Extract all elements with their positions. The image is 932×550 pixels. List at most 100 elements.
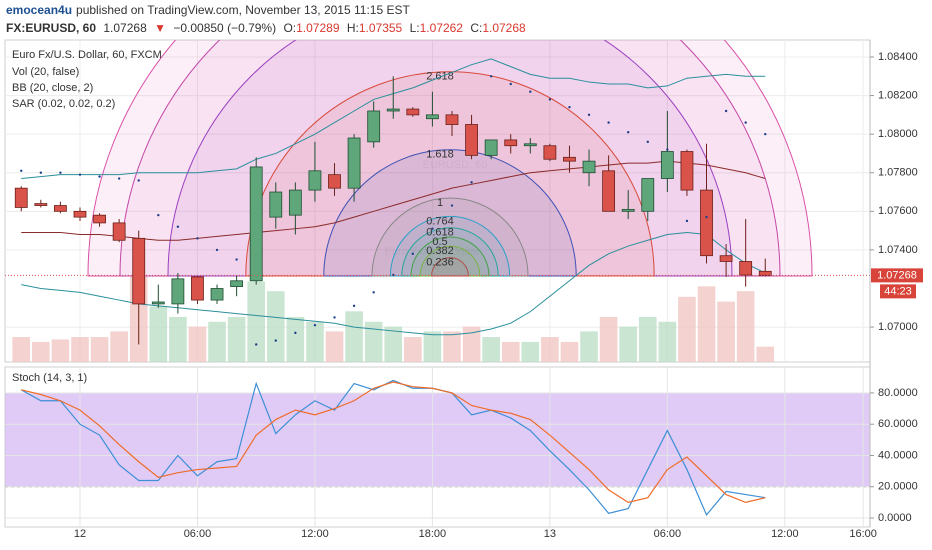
candle-body [719, 255, 733, 262]
volume-bar [90, 337, 109, 362]
watermark-subtitle: Euro Fx/U.S. Dollar [385, 246, 480, 258]
candle-body [347, 137, 361, 189]
volume-bar [325, 331, 344, 362]
volume-bar [208, 321, 226, 362]
volume-bar [404, 337, 422, 362]
candle-body [54, 205, 67, 212]
price-title: Euro Fx/U.S. Dollar, 60, FXCM [12, 49, 162, 61]
candle-body [582, 160, 596, 174]
x-tick-label: 18:00 [419, 528, 447, 540]
sar-dot [117, 177, 121, 180]
indicator-label: SAR (0.02, 0.02, 0.2) [12, 98, 115, 110]
candle-body [465, 124, 478, 156]
candle-body [112, 222, 126, 241]
fib-arc [419, 245, 481, 277]
sar-dot [137, 179, 140, 182]
candle-body [249, 166, 263, 282]
bb-middle [21, 160, 766, 241]
candle-body [739, 261, 753, 276]
volume-bar [345, 311, 363, 362]
y-tick-label: 1.07800 [878, 167, 918, 179]
volume-bar [756, 346, 775, 362]
sar-dot [333, 316, 336, 319]
sar-dot [313, 323, 317, 327]
sar-dot [20, 169, 23, 173]
volume-bar [71, 337, 89, 362]
symbol: FX:EURUSD, 60 [6, 21, 97, 35]
candle-body [602, 170, 616, 212]
y-tick-label: 1.07000 [878, 321, 918, 333]
candle-body [563, 156, 576, 162]
candle-body [230, 280, 244, 287]
volume-bar [247, 281, 266, 362]
sar-dot [78, 173, 82, 176]
candle-body [269, 191, 283, 218]
volume-bar [188, 326, 207, 362]
sar-dot [626, 131, 630, 134]
arrow: ▼ [154, 21, 166, 35]
stoch-plot [5, 367, 870, 527]
candle-body [151, 301, 165, 305]
ohlc-label: C: [470, 21, 483, 35]
sar-dot [764, 132, 767, 136]
stoch-band [5, 392, 870, 487]
sar-dot [176, 225, 180, 228]
x-tick-label: 06:00 [184, 528, 212, 540]
candle-body [426, 114, 439, 120]
bb-lower [21, 232, 766, 336]
fib-arc-outer [167, 40, 733, 277]
y-tick-label: 1.07600 [878, 205, 918, 217]
volume-bar [580, 331, 598, 362]
sar-dot [254, 343, 258, 346]
candle-body [523, 143, 537, 147]
publish-line: emocean4u published on TradingView.com, N… [6, 3, 414, 17]
x-tick-label: 12:00 [301, 528, 329, 540]
candle-body [191, 276, 204, 301]
fib-arc [401, 227, 499, 277]
sar-dot [59, 171, 62, 174]
sar-dot [548, 98, 552, 101]
volume-bar [501, 341, 520, 362]
sar-dot [489, 75, 493, 78]
sar-dot [705, 215, 708, 219]
y-tick-label: 40.0000 [878, 449, 918, 461]
y-tick-label: 20.0000 [878, 481, 918, 493]
author[interactable]: emocean4u [6, 3, 73, 17]
indicator-label: BB (20, close, 2) [12, 82, 93, 94]
candle-body [34, 203, 48, 206]
candle-body [641, 178, 655, 212]
y-tick-label: 80.0000 [878, 387, 918, 399]
candle-body [543, 145, 557, 160]
volume-bar [364, 321, 383, 362]
y-tick-label: 1.08200 [878, 89, 918, 101]
sar-dot [98, 175, 101, 178]
volume-bar [12, 337, 31, 362]
volume-bar [286, 316, 305, 362]
published: published on TradingView.com, November 1… [76, 3, 410, 17]
fib-arc [410, 236, 490, 277]
volume-bar [32, 341, 50, 362]
ohlc-value: 1.07262 [419, 21, 463, 35]
sar-dot [587, 113, 591, 117]
fib-arc [323, 149, 577, 277]
candle-body [484, 139, 498, 156]
sar-dot [352, 304, 356, 308]
fib-label: 0.236 [426, 256, 454, 268]
candle-body [386, 108, 400, 112]
volume-bar [462, 326, 481, 362]
last-price-label: 1.07268 [877, 269, 917, 281]
candle-body [210, 288, 224, 301]
x-tick-label: 13 [544, 528, 556, 540]
candle-body [406, 108, 420, 116]
volume-bar [638, 316, 657, 362]
sar-dot [509, 82, 512, 86]
y-tick-label: 1.07400 [878, 244, 918, 256]
candle-body [308, 170, 322, 191]
sar-dot [607, 121, 610, 124]
volume-bar [169, 316, 187, 362]
fib-label: 0.764 [426, 215, 454, 227]
sar-dot [372, 291, 375, 294]
volume-bar [560, 341, 579, 362]
y-tick-label: 1.08400 [878, 51, 918, 63]
